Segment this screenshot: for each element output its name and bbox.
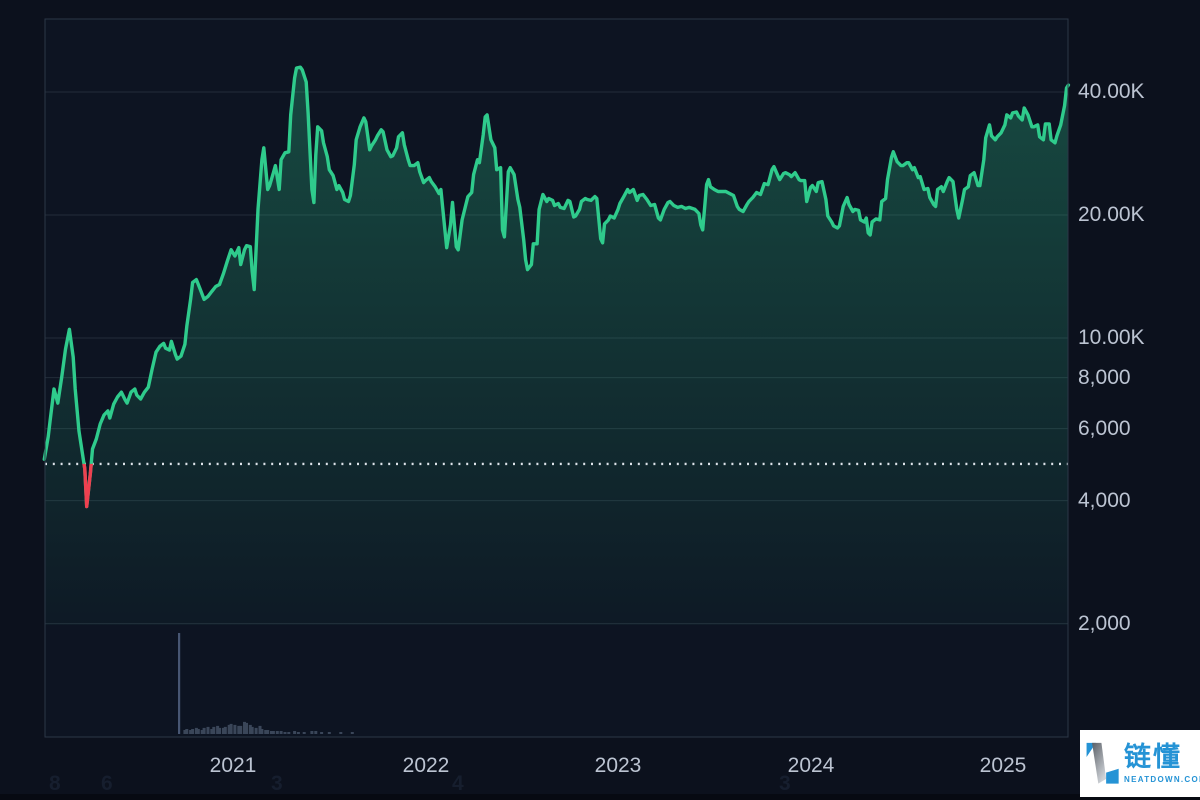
volume-bar <box>314 731 318 734</box>
volume-bar <box>185 729 189 734</box>
logo-chinese-text: 链懂 <box>1124 742 1182 773</box>
neatdown-logo-text: 链懂 NEATDOWN.COM <box>1124 742 1200 785</box>
volume-bar <box>339 732 343 734</box>
y-axis-label: 4,000 <box>1078 489 1131 512</box>
y-axis-label: 10.00K <box>1078 326 1145 349</box>
x-axis-label: 2021 <box>209 754 257 777</box>
volume-bar <box>202 727 206 734</box>
volume-bar <box>178 633 181 734</box>
neatdown-logo-mark <box>1086 742 1119 784</box>
volume-bar <box>210 729 214 734</box>
volume-bar <box>270 731 273 734</box>
volume-bar <box>200 730 204 734</box>
volume-bar <box>206 726 210 734</box>
volume-bar <box>183 730 187 734</box>
volume-bar <box>223 726 227 734</box>
volume-bar <box>227 724 231 734</box>
y-axis-label: 2,000 <box>1078 612 1131 635</box>
y-axis-label: 20.00K <box>1078 203 1145 226</box>
logo-domain-text: NEATDOWN.COM <box>1124 775 1200 784</box>
volume-bar <box>258 725 262 734</box>
volume-bar <box>229 723 233 734</box>
volume-bar <box>196 729 200 734</box>
volume-bar <box>254 727 258 734</box>
y-axis-label: 8,000 <box>1078 366 1131 389</box>
volume-bar <box>189 730 193 734</box>
volume-bar <box>271 731 275 734</box>
bottom-edge-strip <box>0 794 1200 800</box>
volume-bar <box>194 727 198 734</box>
volume-bar <box>327 732 331 734</box>
volume-bar <box>275 731 279 734</box>
cutoff-numeral: 8 <box>49 772 61 795</box>
volume-bar <box>221 727 225 734</box>
volume-bar <box>266 730 270 734</box>
volume-bar <box>237 725 241 734</box>
volume-bar <box>233 724 237 734</box>
cutoff-numeral: 3 <box>271 772 283 795</box>
volume-bar <box>191 729 195 734</box>
volume-bar <box>260 729 264 734</box>
x-axis-label: 2023 <box>594 754 642 777</box>
volume-bar <box>264 730 268 734</box>
volume-bar <box>243 721 246 734</box>
x-axis-label: 2022 <box>402 754 450 777</box>
volume-bar <box>245 722 248 734</box>
cutoff-numeral: 4 <box>452 772 464 795</box>
x-axis-label: 2025 <box>979 754 1027 777</box>
neatdown-logo: 链懂 NEATDOWN.COM <box>1080 730 1200 797</box>
volume-bar <box>212 726 216 734</box>
price-area-fill <box>44 67 1069 625</box>
x-axis-label: 2024 <box>787 754 835 777</box>
cutoff-numeral: 6 <box>101 772 113 795</box>
volume-bar <box>283 732 287 734</box>
volume-bar <box>218 727 221 734</box>
volume-bar <box>302 732 306 734</box>
volume-bar <box>239 725 243 734</box>
y-axis-label: 40.00K <box>1078 80 1145 103</box>
cutoff-numeral: 3 <box>779 772 791 795</box>
plot-border <box>44 18 1069 738</box>
volume-bar <box>296 732 300 734</box>
volume-bar <box>250 726 254 734</box>
volume-bar <box>310 731 314 734</box>
y-axis-label: 6,000 <box>1078 417 1131 440</box>
volume-bar <box>216 725 220 734</box>
volume-bar <box>279 731 283 734</box>
volume-bar <box>287 732 291 734</box>
volume-bar <box>350 732 354 734</box>
price-line <box>42 65 1071 509</box>
volume-bar <box>293 731 297 734</box>
volume-bar <box>248 724 252 734</box>
volume-bar <box>320 732 324 734</box>
